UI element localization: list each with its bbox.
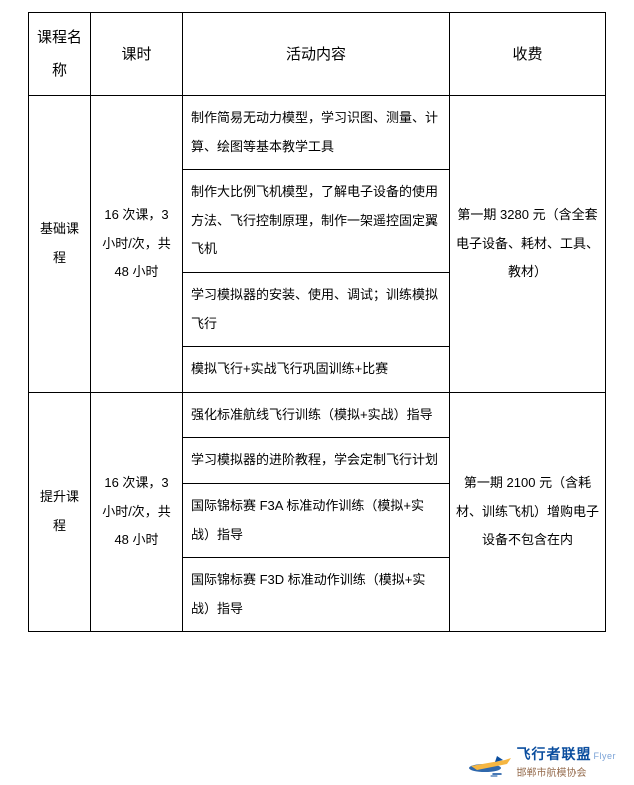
- header-hours: 课时: [91, 13, 183, 96]
- logo-brand-cn: 飞行者联盟: [517, 744, 592, 764]
- logo-subtitle: 邯郸市航模协会: [517, 764, 592, 779]
- course-name-basic: 基础课程: [29, 96, 91, 393]
- activity-cell: 国际锦标赛 F3A 标准动作训练（模拟+实战）指导: [183, 483, 450, 557]
- activity-cell: 学习模拟器的安装、使用、调试；训练模拟飞行: [183, 272, 450, 346]
- course-table: 课程名称 课时 活动内容 收费 基础课程 16 次课，3 小时/次，共 48 小…: [28, 12, 606, 632]
- table-header-row: 课程名称 课时 活动内容 收费: [29, 13, 606, 96]
- course-name-advanced: 提升课程: [29, 392, 91, 632]
- activity-cell: 制作大比例飞机模型，了解电子设备的使用方法、飞行控制原理，制作一架遥控固定翼飞机: [183, 170, 450, 273]
- airplane-icon: [467, 746, 515, 778]
- activity-cell: 制作简易无动力模型，学习识图、测量、计算、绘图等基本教学工具: [183, 96, 450, 170]
- logo-text-block: 飞行者联盟 邯郸市航模协会: [517, 744, 592, 779]
- watermark-logo: 飞行者联盟 邯郸市航模协会 Flyer: [467, 744, 617, 779]
- course-fee-advanced: 第一期 2100 元（含耗材、训练飞机）增购电子设备不包含在内: [450, 392, 606, 632]
- table-row: 基础课程 16 次课，3 小时/次，共 48 小时 制作简易无动力模型，学习识图…: [29, 96, 606, 170]
- header-fee: 收费: [450, 13, 606, 96]
- header-course-name: 课程名称: [29, 13, 91, 96]
- table-row: 提升课程 16 次课，3 小时/次，共 48 小时 强化标准航线飞行训练（模拟+…: [29, 392, 606, 438]
- activity-cell: 国际锦标赛 F3D 标准动作训练（模拟+实战）指导: [183, 558, 450, 632]
- course-hours-basic: 16 次课，3 小时/次，共 48 小时: [91, 96, 183, 393]
- activity-cell: 模拟飞行+实战飞行巩固训练+比赛: [183, 347, 450, 393]
- activity-cell: 强化标准航线飞行训练（模拟+实战）指导: [183, 392, 450, 438]
- header-activity: 活动内容: [183, 13, 450, 96]
- course-fee-basic: 第一期 3280 元（含全套电子设备、耗材、工具、教材）: [450, 96, 606, 393]
- logo-brand-en: Flyer: [594, 751, 617, 761]
- course-hours-advanced: 16 次课，3 小时/次，共 48 小时: [91, 392, 183, 632]
- activity-cell: 学习模拟器的进阶教程，学会定制飞行计划: [183, 438, 450, 484]
